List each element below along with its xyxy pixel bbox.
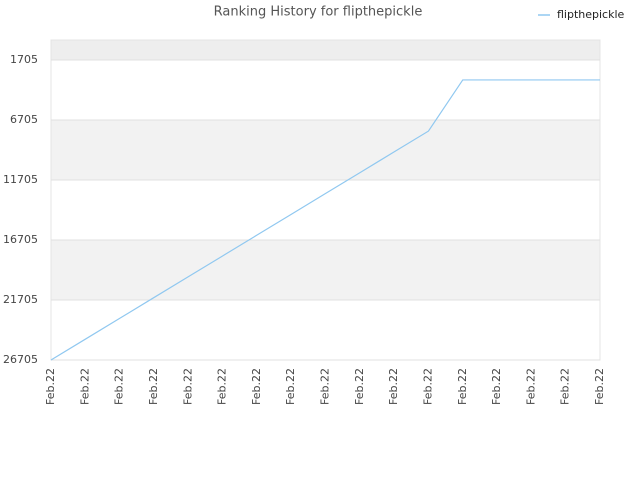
y-tick-label: 21705 bbox=[3, 293, 38, 306]
x-tick-label: Feb.22 bbox=[147, 368, 160, 405]
x-tick-label: Feb.22 bbox=[421, 368, 434, 405]
band bbox=[51, 119, 600, 180]
x-tick-label: Feb.22 bbox=[44, 368, 57, 405]
x-tick-label: Feb.22 bbox=[319, 368, 332, 405]
x-tick-label: Feb.22 bbox=[181, 368, 194, 405]
x-tick-label: Feb.22 bbox=[387, 368, 400, 405]
series-line bbox=[50, 79, 600, 361]
band bbox=[51, 40, 600, 60]
x-tick-label: Feb.22 bbox=[113, 368, 126, 405]
x-tick-label: Feb.22 bbox=[490, 368, 503, 405]
chart-title: Ranking History for flipthepickle bbox=[214, 5, 423, 20]
plot-frame bbox=[50, 39, 601, 361]
y-tick-label: 16705 bbox=[3, 233, 38, 246]
x-tick-label: Feb.22 bbox=[559, 368, 572, 405]
x-tick-label: Feb.22 bbox=[524, 368, 537, 405]
x-tick-label: Feb.22 bbox=[593, 368, 606, 405]
y-tick-label: 26705 bbox=[3, 353, 38, 366]
x-tick-label: Feb.22 bbox=[216, 368, 229, 405]
legend-label: flipthepickle bbox=[557, 8, 625, 21]
x-tick-label: Feb.22 bbox=[456, 368, 469, 405]
x-tick-label: Feb.22 bbox=[250, 368, 263, 405]
y-tick-label: 6705 bbox=[10, 113, 38, 126]
y-tick-label: 1705 bbox=[10, 53, 38, 66]
band bbox=[51, 239, 600, 300]
x-tick-label: Feb.22 bbox=[284, 368, 297, 405]
x-tick-label: Feb.22 bbox=[353, 368, 366, 405]
y-tick-label: 11705 bbox=[3, 173, 38, 186]
x-tick-label: Feb.22 bbox=[78, 368, 91, 405]
